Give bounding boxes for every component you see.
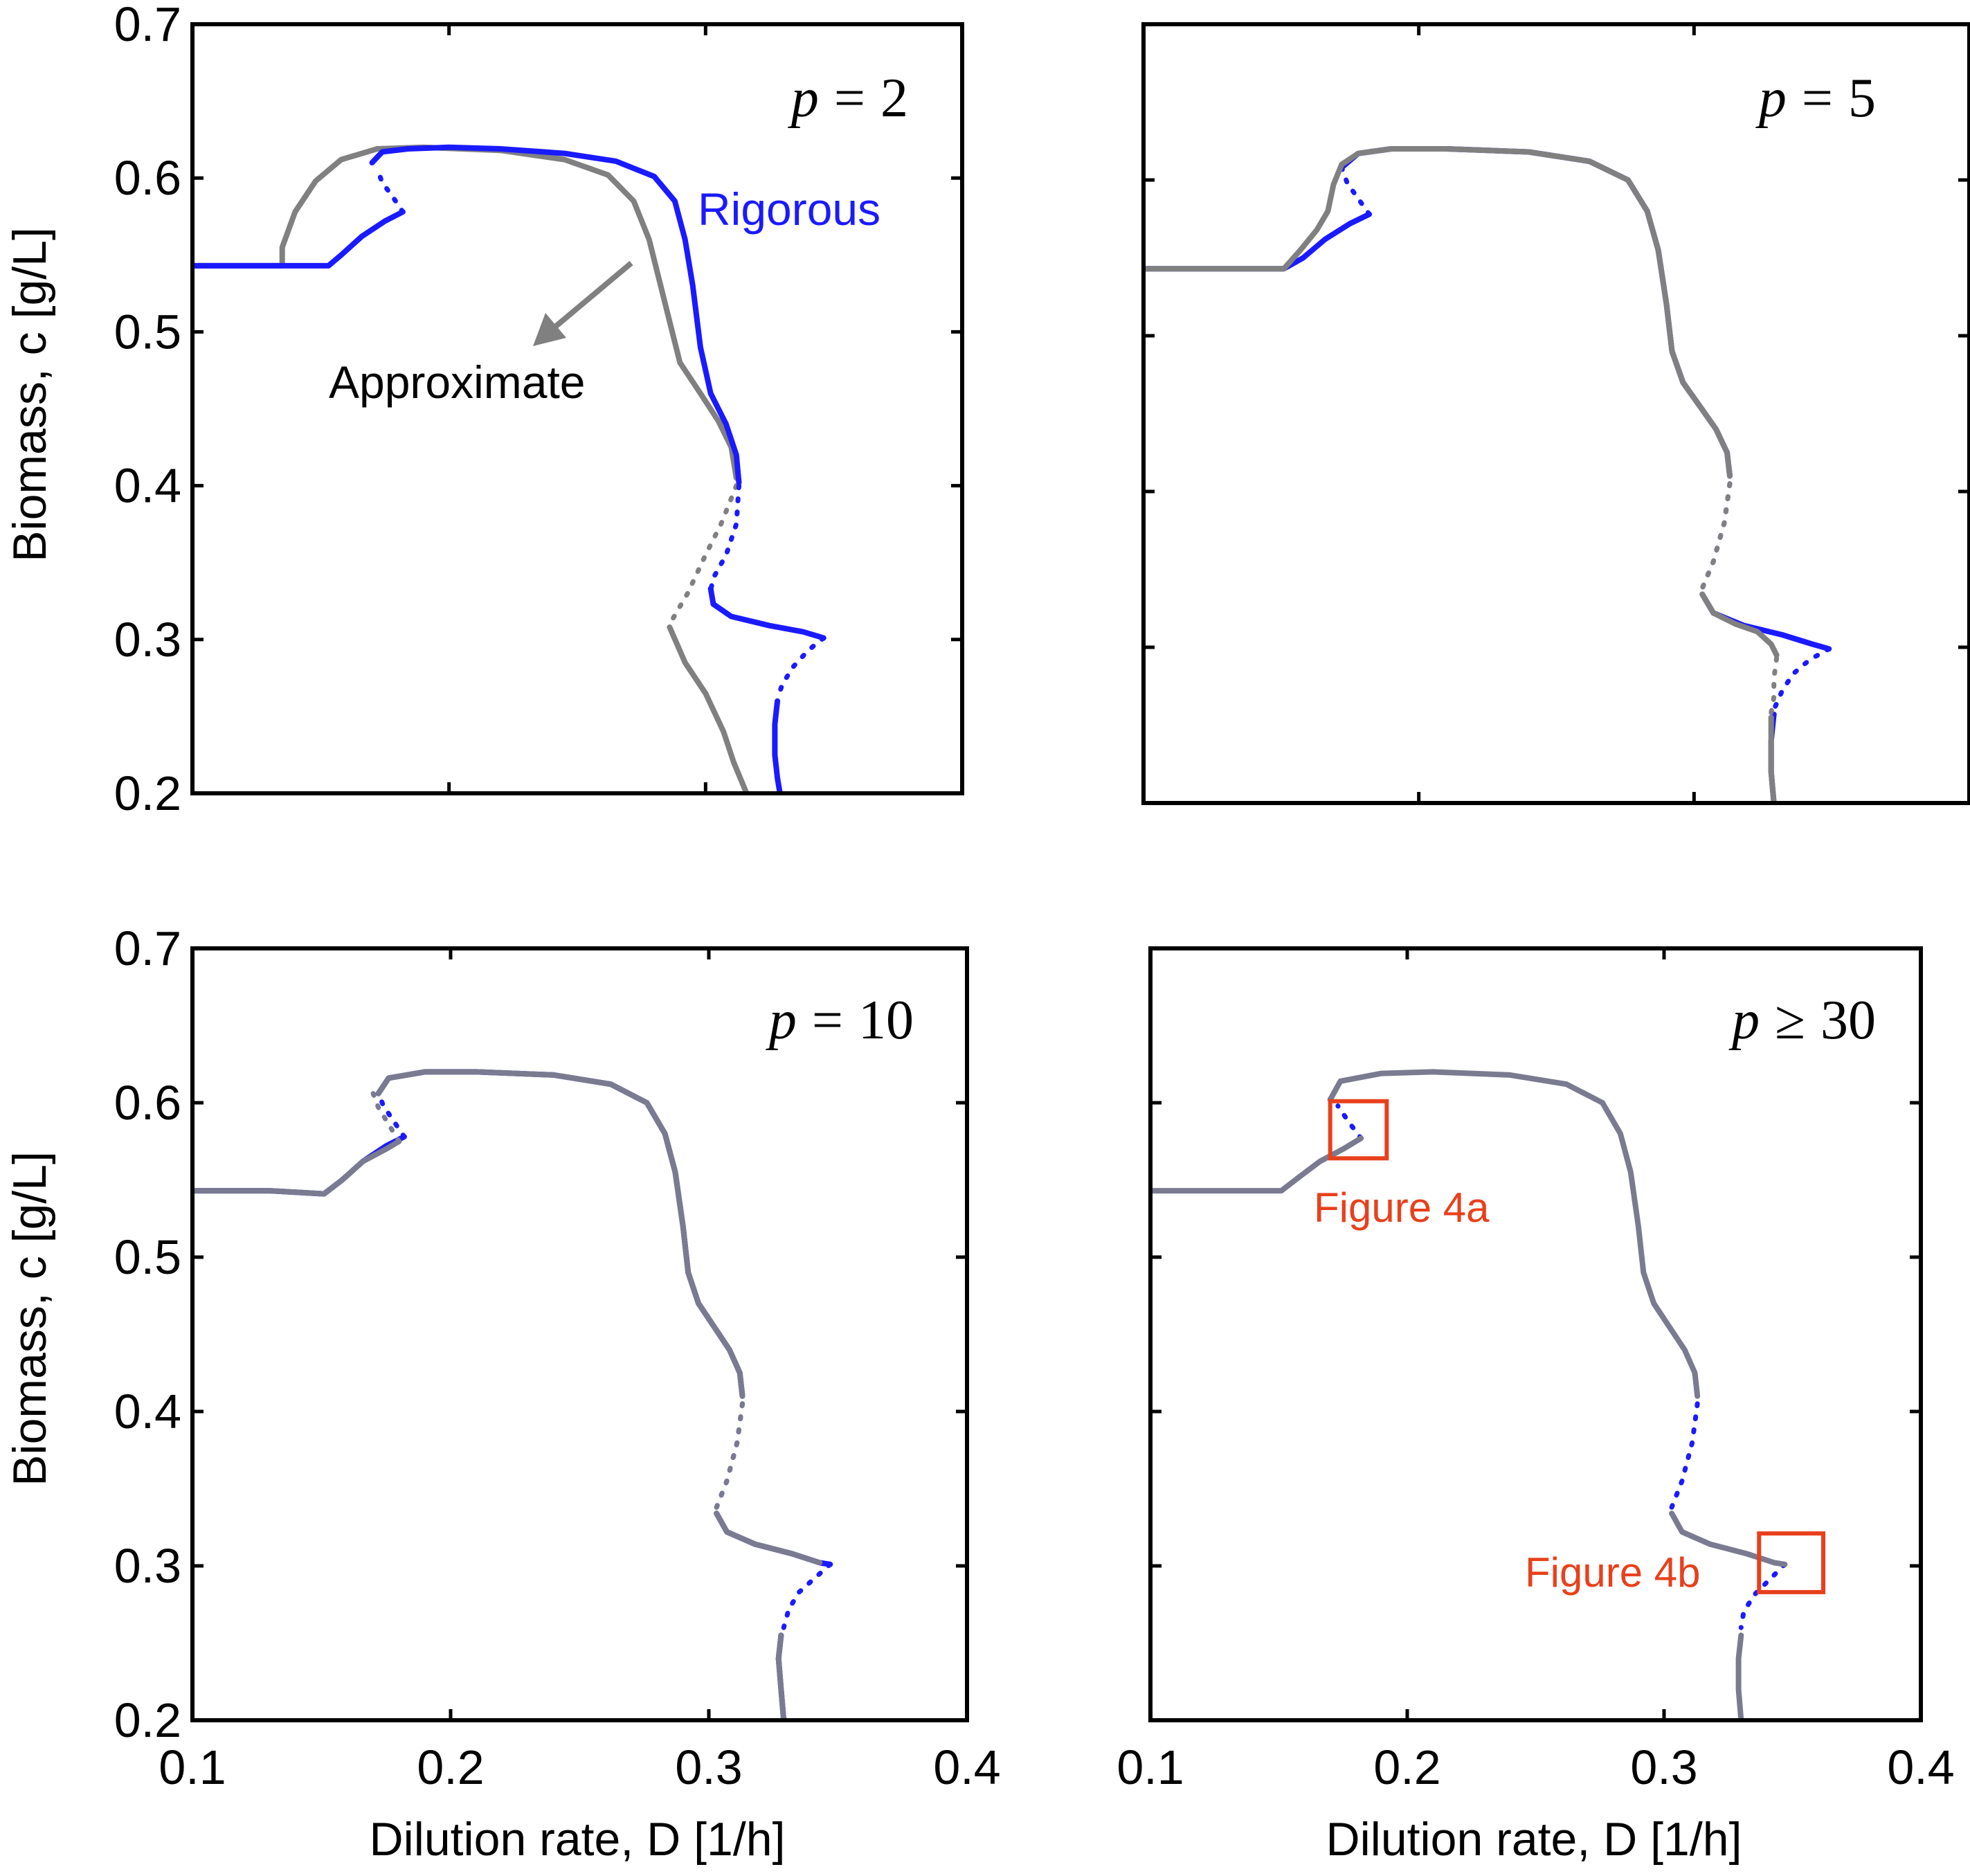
- approximate-segment-1: [667, 483, 739, 627]
- x-tick-label: 0.4: [1887, 1740, 1954, 1794]
- y-tick-label: 0.3: [114, 613, 181, 667]
- panel-label-p2: p = 2: [788, 68, 908, 129]
- rigorous-segment-1: [376, 1091, 407, 1139]
- annotation-approximate: Approximate: [329, 357, 586, 408]
- y-axis-label-bottom: Biomass, c [g/L]: [3, 1151, 56, 1486]
- rigorous-segment-6: [772, 698, 783, 793]
- x-tick-label: 0.4: [933, 1740, 1000, 1794]
- panel-label-var: p: [1728, 990, 1760, 1051]
- axes-frame: [1141, 22, 1970, 805]
- approximate-segment-2: [375, 1069, 745, 1399]
- approximate-arrow: [533, 260, 633, 346]
- approximate-segment-2: [1669, 1510, 1788, 1567]
- approximate-segment-3: [714, 1401, 745, 1510]
- rigorous-segment-5: [781, 1562, 833, 1630]
- axes-frame: [190, 946, 969, 1722]
- annotation-box-figure-4b: [1757, 1531, 1826, 1594]
- rigorous-segment-2: [369, 144, 742, 486]
- panel-p10: 0.20.30.40.50.60.70.1 0.2 0.3 0.4: [114, 921, 1001, 1794]
- x-axis-label-left: Dilution rate, D [1/h]: [370, 1813, 786, 1866]
- y-tick-label: 0.2: [114, 1693, 181, 1747]
- panel-label-val: 5: [1848, 68, 1876, 129]
- y-tick-label: 0.3: [114, 1539, 181, 1593]
- panel-p5: [1141, 22, 1970, 805]
- x-axis-label-right: Dilution rate, D [1/h]: [1326, 1813, 1742, 1866]
- approximate-segment-1: [370, 1091, 401, 1144]
- y-tick-label: 0.5: [114, 1230, 181, 1284]
- annotation-figure-4b: Figure 4b: [1525, 1549, 1700, 1596]
- approximate-segment-4: [1768, 714, 1777, 803]
- rigorous-segment-3: [708, 483, 741, 593]
- approximate-segment-3: [1769, 656, 1780, 715]
- approximate-segment-5: [775, 1632, 787, 1720]
- y-tick-label: 0.6: [114, 151, 181, 205]
- approximate-segment-2: [1699, 591, 1780, 658]
- panel-p30: 0.1 0.2 0.3 0.4: [1117, 946, 1955, 1794]
- approximate-segment-4: [714, 1510, 823, 1566]
- panel-label-var: p: [766, 990, 797, 1051]
- y-tick-label: 0.7: [114, 0, 181, 51]
- y-tick-label: 0.4: [114, 459, 181, 513]
- approximate-segment-1: [1699, 481, 1733, 590]
- rigorous-segment-0: [192, 209, 406, 269]
- approximate-segment-0: [192, 1138, 402, 1197]
- panel-label-val: 10: [858, 990, 914, 1051]
- x-tick-label: 0.3: [675, 1740, 742, 1794]
- rigorous-segment-5: [1771, 646, 1832, 712]
- rigorous-segment-5: [775, 635, 826, 701]
- x-tick-label: 0.2: [1373, 1740, 1440, 1794]
- series-group: [1150, 1069, 1788, 1720]
- panel-label-op: =: [812, 990, 843, 1051]
- x-tick-label: 0.1: [159, 1740, 226, 1794]
- rigorous-segment-1: [1339, 165, 1372, 217]
- approximate-segment-0: [1150, 1135, 1364, 1194]
- y-tick-label: 0.2: [114, 766, 181, 820]
- panel-label-var: p: [788, 68, 819, 129]
- x-tick-label: 0.3: [1630, 1740, 1697, 1794]
- panel-label-var: p: [1755, 68, 1787, 129]
- approximate-segment-2: [667, 624, 750, 793]
- annotation-figure-4a: Figure 4a: [1314, 1184, 1490, 1231]
- approximate-segment-1: [1327, 1069, 1701, 1399]
- x-tick-label: 0.1: [1117, 1740, 1184, 1794]
- series-group: [192, 1069, 833, 1720]
- y-tick-label: 0.5: [114, 305, 181, 359]
- annotation-rigorous: Rigorous: [698, 183, 880, 235]
- approximate-segment-0: [1144, 146, 1733, 479]
- panel-label-p10: p = 10: [766, 990, 914, 1051]
- panel-label-p5: p = 5: [1755, 68, 1876, 129]
- panel-label-op: ≥: [1775, 990, 1805, 1051]
- rigorous-segment-1: [1669, 1401, 1700, 1510]
- rigorous-segment-2: [1738, 1562, 1787, 1630]
- panel-label-val: 30: [1820, 990, 1876, 1051]
- approximate-segment-3: [1735, 1632, 1744, 1720]
- rigorous-segment-1: [374, 166, 406, 215]
- axes-frame: [1148, 946, 1923, 1722]
- y-axis-label-top: Biomass, c [g/L]: [3, 227, 56, 562]
- panel-label-op: =: [1802, 68, 1833, 129]
- y-tick-label: 0.7: [114, 921, 181, 975]
- panel-p2: 0.2 0.3 0.4 0.5 0.6 0.7: [114, 0, 964, 820]
- y-tick-label: 0.6: [114, 1076, 181, 1130]
- y-tick-label: 0.4: [114, 1385, 181, 1438]
- panel-label-op: =: [834, 68, 865, 129]
- panel-label-val: 2: [880, 68, 908, 129]
- panel-label-p30: p ≥30: [1728, 990, 1876, 1051]
- series-group: [1144, 146, 1832, 803]
- annotation-box-figure-4a: [1328, 1099, 1389, 1161]
- axes-frame: [190, 22, 964, 795]
- series-group: [192, 144, 826, 793]
- approximate-segment-0: [192, 144, 739, 481]
- x-tick-label: 0.2: [417, 1740, 484, 1794]
- rigorous-segment-4: [707, 586, 826, 641]
